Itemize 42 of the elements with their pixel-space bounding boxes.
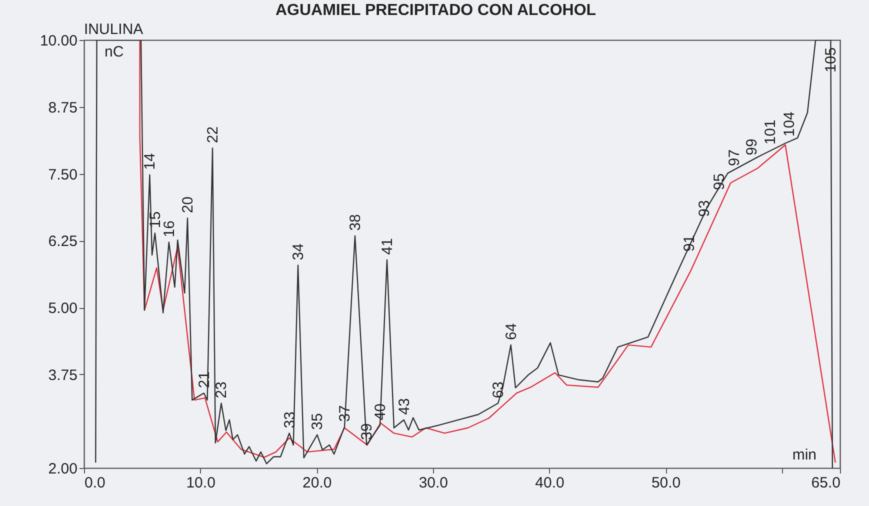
annotation: 33 (281, 412, 298, 428)
annotation: 91 (680, 234, 698, 252)
annotation: 99 (744, 138, 761, 156)
chart-title: AGUAMIEL PRECIPITADO CON ALCOHOL (275, 2, 596, 19)
y-tick-label: 10.00 (40, 32, 78, 50)
annotation: 64 (502, 323, 520, 340)
x-tick-label: 20.0 (302, 474, 332, 492)
annotation: 105 (822, 47, 840, 72)
annotation: 14 (142, 153, 159, 170)
x-tick-label: 10.0 (186, 474, 216, 492)
y-tick-label: 3.75 (48, 366, 78, 384)
y-tick-label: 8.75 (48, 99, 78, 116)
annotation: 23 (213, 382, 230, 398)
annotation: 39 (358, 423, 376, 440)
annotation: 34 (290, 244, 308, 260)
annotation: 93 (696, 200, 713, 217)
x-tick-label: 30.0 (418, 474, 448, 492)
x-axis-title: min (792, 446, 816, 464)
annotation: 40 (372, 404, 390, 420)
annotation: 22 (204, 126, 222, 144)
annotation: 20 (180, 196, 197, 214)
x-tick-label: 50.0 (651, 474, 681, 492)
y-tick-label: 6.25 (48, 233, 78, 250)
y-tick-label: 5.00 (48, 300, 78, 317)
annotation: 95 (711, 173, 728, 190)
text: INULINA (84, 21, 144, 38)
y-axis-title: nC (104, 44, 124, 60)
x-tick-label: 40.0 (535, 474, 564, 492)
x-tick-label: 0.0 (84, 474, 106, 492)
annotation: 104 (780, 112, 798, 137)
annotation: 35 (309, 413, 326, 430)
annotation: 63 (490, 382, 508, 398)
y-tick-label: 2.00 (48, 460, 78, 478)
x-tick-label: 65.0 (811, 474, 840, 492)
annotation: 101 (762, 120, 780, 145)
annotation: 41 (378, 238, 396, 255)
annotation: 37 (336, 405, 354, 422)
annotation: 38 (346, 214, 364, 231)
annotation: 43 (396, 398, 413, 415)
y-tick-label: 7.50 (48, 166, 78, 184)
annotation: 21 (196, 371, 213, 388)
annotation: 97 (726, 149, 744, 166)
